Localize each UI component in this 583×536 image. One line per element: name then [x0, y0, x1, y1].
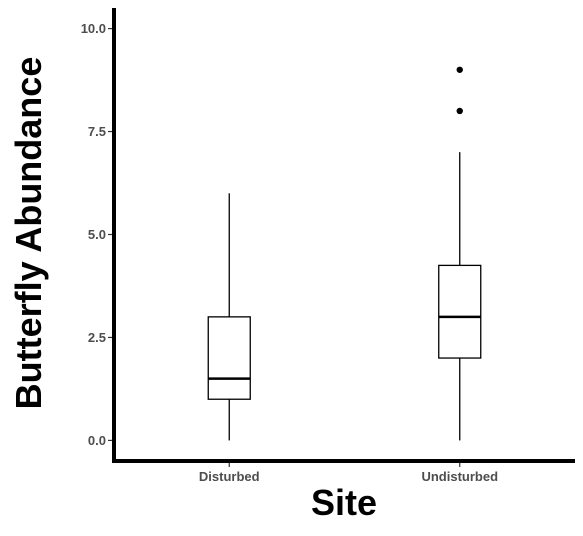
outlier-point: [456, 107, 463, 115]
y-tick-label: 10.0: [81, 21, 106, 36]
y-axis-title: Butterfly Abundance: [8, 57, 49, 410]
x-tick-label: Undisturbed: [421, 469, 498, 484]
x-tick-labels: Disturbed Undisturbed: [199, 463, 498, 484]
box-undisturbed: [438, 66, 482, 441]
x-tick-label: Disturbed: [199, 469, 260, 484]
y-tick-label: 5.0: [88, 227, 106, 242]
y-tick-label: 0.0: [88, 433, 106, 448]
box-iqr: [207, 316, 251, 400]
box-disturbed: [207, 193, 251, 441]
outlier-point: [456, 66, 463, 73]
y-tick-label: 2.5: [88, 330, 106, 345]
boxes: [207, 66, 482, 441]
box-iqr: [438, 264, 482, 359]
axes: [112, 8, 575, 463]
y-ticks: 0.0 2.5 5.0 7.5 10.0: [81, 21, 112, 448]
x-axis-title: Site: [311, 482, 377, 523]
y-tick-label: 7.5: [88, 124, 106, 139]
